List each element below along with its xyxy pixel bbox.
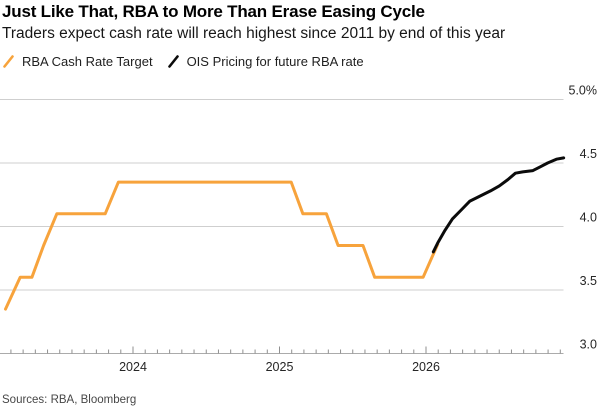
x-axis-label: 2024	[119, 360, 147, 374]
y-axis-label: 4.0	[580, 211, 597, 225]
x-axis-label: 2026	[412, 360, 440, 374]
ois-pricing-for-future-rba-rate-line	[431, 156, 566, 254]
y-axis-label: 4.5	[580, 147, 597, 161]
source-line: Sources: RBA, Bloomberg	[2, 394, 137, 406]
legend-item-ois: OIS Pricing for future RBA rate	[167, 54, 364, 69]
legend-label-cash-rate: RBA Cash Rate Target	[22, 54, 153, 69]
cash-rate-slash-stroke	[3, 55, 14, 68]
x-axis-label: 2025	[266, 360, 294, 374]
y-axis-label: 5.0%	[569, 84, 598, 98]
rba-cash-rate-target-line	[4, 180, 440, 311]
ois-slash-stroke	[167, 55, 179, 68]
chart-subtitle: Traders expect cash rate will reach high…	[2, 25, 506, 42]
chart-title: Just Like That, RBA to More Than Erase E…	[2, 2, 425, 21]
legend-item-cash-rate: RBA Cash Rate Target	[2, 54, 153, 69]
ois-slash-icon	[167, 55, 179, 68]
y-axis-label: 3.5	[580, 274, 597, 288]
legend-label-ois: OIS Pricing for future RBA rate	[186, 54, 364, 69]
legend: RBA Cash Rate Target OIS Pricing for fut…	[2, 54, 364, 69]
cash-rate-slash-icon	[3, 55, 14, 68]
y-axis-label: 3.0	[580, 338, 597, 352]
